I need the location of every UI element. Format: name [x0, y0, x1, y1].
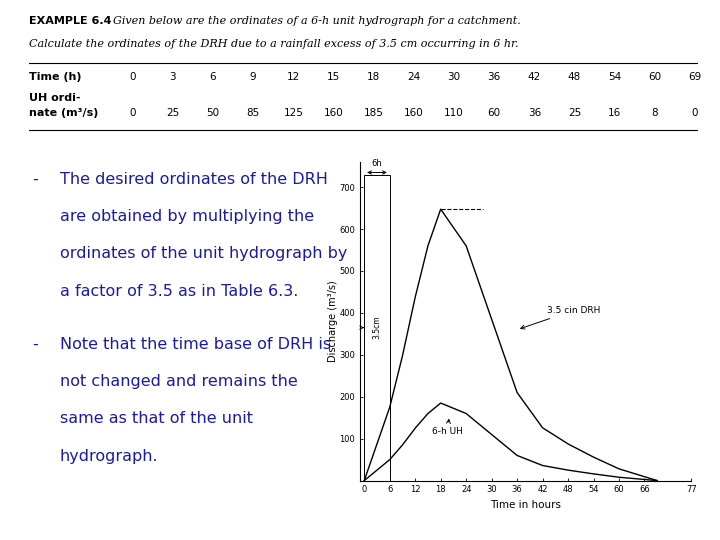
Text: 25: 25 [166, 108, 179, 118]
Text: 50: 50 [207, 108, 220, 118]
Text: are obtained by multiplying the: are obtained by multiplying the [60, 209, 314, 224]
Text: 160: 160 [323, 108, 343, 118]
Text: 0: 0 [692, 108, 698, 118]
Text: 125: 125 [284, 108, 303, 118]
Text: -: - [32, 337, 37, 352]
Text: 6-h UH: 6-h UH [432, 420, 463, 436]
Text: 24: 24 [408, 72, 420, 82]
Text: UH ordi-: UH ordi- [29, 93, 81, 103]
Text: 3.5cm: 3.5cm [372, 316, 382, 340]
Text: 8: 8 [652, 108, 658, 118]
Text: 60: 60 [648, 72, 662, 82]
Text: 25: 25 [568, 108, 581, 118]
Text: 69: 69 [688, 72, 702, 82]
Text: 30: 30 [447, 72, 461, 82]
Text: 60: 60 [487, 108, 500, 118]
Text: 0: 0 [130, 72, 136, 82]
Text: EXAMPLE 6.4: EXAMPLE 6.4 [29, 16, 112, 26]
Text: Time (h): Time (h) [29, 72, 81, 82]
Text: 36: 36 [528, 108, 541, 118]
Text: Calculate the ordinates of the DRH due to a rainfall excess of 3.5 cm occurring : Calculate the ordinates of the DRH due t… [29, 38, 518, 49]
Text: 9: 9 [250, 72, 256, 82]
Text: a factor of 3.5 as in Table 6.3.: a factor of 3.5 as in Table 6.3. [60, 284, 298, 299]
Text: nate (m³/s): nate (m³/s) [29, 108, 98, 118]
Text: -: - [32, 172, 37, 187]
Text: 54: 54 [608, 72, 621, 82]
Text: 48: 48 [568, 72, 581, 82]
Text: 185: 185 [364, 108, 384, 118]
Text: 85: 85 [246, 108, 260, 118]
Text: Given below are the ordinates of a 6-h unit hydrograph for a catchment.: Given below are the ordinates of a 6-h u… [106, 16, 521, 26]
Text: 15: 15 [327, 72, 340, 82]
Text: 36: 36 [487, 72, 501, 82]
Text: 3.5 cin DRH: 3.5 cin DRH [521, 306, 600, 329]
Text: 3: 3 [169, 72, 176, 82]
Text: 18: 18 [367, 72, 380, 82]
Text: not changed and remains the: not changed and remains the [60, 374, 297, 389]
Text: hydrograph.: hydrograph. [60, 449, 158, 464]
Text: 6h: 6h [372, 159, 382, 168]
Bar [364, 174, 390, 481]
Text: 16: 16 [608, 108, 621, 118]
Text: ordinates of the unit hydrograph by: ordinates of the unit hydrograph by [60, 246, 347, 261]
Text: 42: 42 [528, 72, 541, 82]
X-axis label: Time in hours: Time in hours [490, 500, 561, 510]
Text: 12: 12 [287, 72, 300, 82]
Text: Note that the time base of DRH is: Note that the time base of DRH is [60, 337, 331, 352]
Text: 6: 6 [210, 72, 216, 82]
Y-axis label: Discharge (m³/s): Discharge (m³/s) [328, 280, 338, 362]
Text: same as that of the unit: same as that of the unit [60, 411, 253, 427]
Text: 110: 110 [444, 108, 464, 118]
Text: The desired ordinates of the DRH: The desired ordinates of the DRH [60, 172, 328, 187]
Text: 160: 160 [404, 108, 423, 118]
Text: 0: 0 [130, 108, 136, 118]
